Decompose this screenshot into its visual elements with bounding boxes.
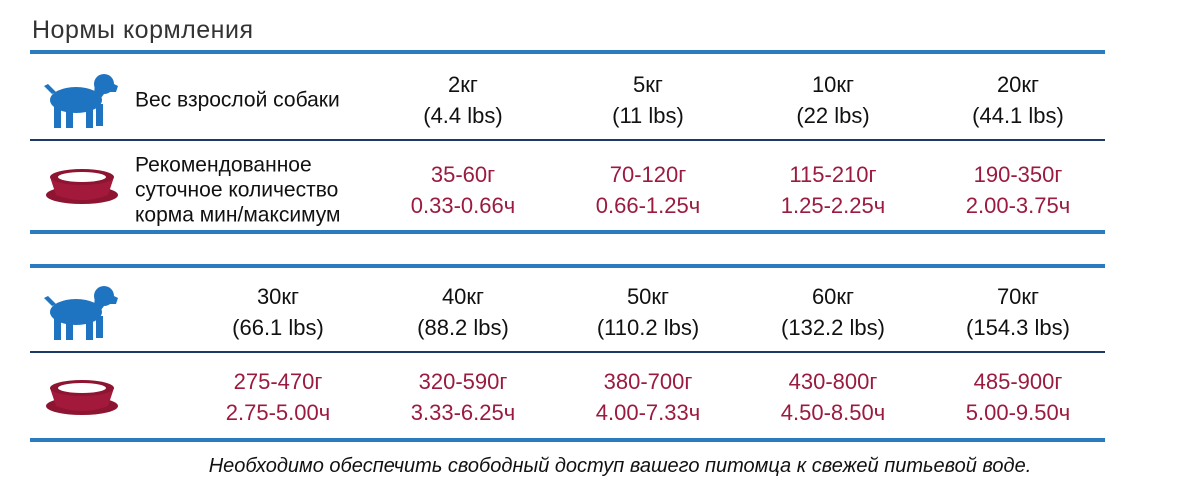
weight-cell: 70кг (154.3 lbs)	[928, 281, 1108, 343]
cell-line: 1.25-2.25ч	[780, 193, 886, 218]
cell-line: 10кг	[811, 72, 855, 97]
cell-line: 5.00-9.50ч	[965, 400, 1071, 425]
cell-line: 190-350г	[973, 162, 1063, 187]
rule	[30, 230, 1105, 234]
weight-cell: 60кг (132.2 lbs)	[743, 281, 923, 343]
cell-line: 20кг	[996, 72, 1040, 97]
weight-cell: 40кг (88.2 lbs)	[373, 281, 553, 343]
cell-line: 2кг	[448, 72, 478, 97]
cell-line: 40кг	[441, 284, 485, 309]
cell-line: (22 lbs)	[796, 103, 870, 128]
cell-line: 115-210г	[789, 162, 877, 187]
rule	[30, 264, 1105, 268]
cell-line: (44.1 lbs)	[972, 103, 1064, 128]
amount-cell: 35-60г 0.33-0.66ч	[373, 159, 553, 221]
amount-cell: 430-800г 4.50-8.50ч	[743, 366, 923, 428]
cell-line: 50кг	[626, 284, 670, 309]
amount-cell: 115-210г 1.25-2.25ч	[743, 159, 923, 221]
title: Нормы кормления	[32, 16, 254, 44]
label-line: корма мин/максимум	[135, 203, 341, 227]
cell-line: (4.4 lbs)	[423, 103, 503, 128]
label-line: Вес взрослой собаки	[135, 88, 340, 112]
cell-line: 60кг	[811, 284, 855, 309]
cell-line: 2.75-5.00ч	[225, 400, 331, 425]
amount-cell: 190-350г 2.00-3.75ч	[928, 159, 1108, 221]
dog-icon	[44, 286, 118, 340]
divider	[30, 139, 1105, 141]
weight-cell: 30кг (66.1 lbs)	[188, 281, 368, 343]
cell-line: 275-470г	[233, 369, 323, 394]
amount-cell: 275-470г 2.75-5.00ч	[188, 366, 368, 428]
cell-line: 70кг	[996, 284, 1040, 309]
dog-icon	[44, 74, 118, 128]
cell-line: 320-590г	[418, 369, 508, 394]
cell-line: 485-900г	[973, 369, 1063, 394]
cell-line: (88.2 lbs)	[417, 315, 509, 340]
footer-note: Необходимо обеспечить свободный доступ в…	[208, 455, 1032, 477]
cell-line: (110.2 lbs)	[596, 315, 700, 340]
amount-cell: 380-700г 4.00-7.33ч	[558, 366, 738, 428]
cell-line: (154.3 lbs)	[966, 315, 1070, 340]
cell-line: 380-700г	[603, 369, 693, 394]
weight-cell: 20кг (44.1 lbs)	[928, 69, 1108, 131]
weight-cell: 10кг (22 lbs)	[743, 69, 923, 131]
weight-cell: 50кг (110.2 lbs)	[558, 281, 738, 343]
rule	[30, 438, 1105, 442]
weight-cell: 5кг (11 lbs)	[558, 69, 738, 131]
label-line: суточное количество	[135, 178, 339, 202]
cell-line: 0.66-1.25ч	[595, 193, 701, 218]
cell-line: 5кг	[633, 72, 663, 97]
row-label: Вес взрослой собаки	[135, 88, 340, 113]
cell-line: 70-120г	[609, 162, 687, 187]
cell-line: (132.2 lbs)	[781, 315, 885, 340]
bowl-icon	[46, 169, 118, 204]
amount-cell: 320-590г 3.33-6.25ч	[373, 366, 553, 428]
cell-line: 430-800г	[788, 369, 878, 394]
rule	[30, 50, 1105, 54]
label-line: Рекомендованное	[135, 153, 312, 177]
cell-line: (11 lbs)	[612, 103, 684, 128]
amount-cell: 70-120г 0.66-1.25ч	[558, 159, 738, 221]
bowl-icon	[46, 380, 118, 415]
cell-line: 0.33-0.66ч	[410, 193, 516, 218]
amount-cell: 485-900г 5.00-9.50ч	[928, 366, 1108, 428]
cell-line: 35-60г	[430, 162, 496, 187]
cell-line: 4.00-7.33ч	[595, 400, 701, 425]
cell-line: 4.50-8.50ч	[780, 400, 886, 425]
row-label: Рекомендованное суточное количество корма …	[135, 153, 340, 228]
cell-line: (66.1 lbs)	[232, 315, 324, 340]
divider	[30, 351, 1105, 353]
cell-line: 2.00-3.75ч	[965, 193, 1071, 218]
weight-cell: 2кг (4.4 lbs)	[373, 69, 553, 131]
cell-line: 3.33-6.25ч	[410, 400, 516, 425]
cell-line: 30кг	[256, 284, 300, 309]
